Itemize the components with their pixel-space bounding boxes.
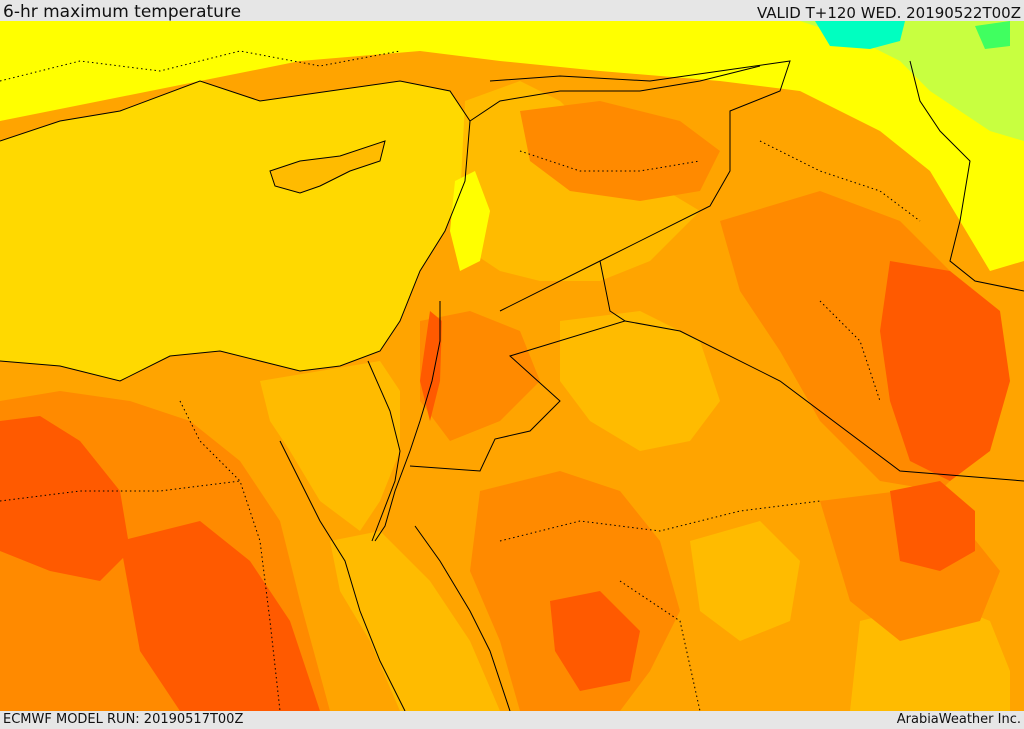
iran-iraq-border bbox=[909, 60, 1024, 292]
egypt-israel-border bbox=[367, 360, 401, 542]
internal-boundary-4 bbox=[179, 400, 281, 711]
internal-boundary-6 bbox=[499, 500, 821, 542]
syria-dark-orange bbox=[520, 101, 720, 201]
arabia-light-orange-1 bbox=[560, 311, 720, 451]
syria-iraq-border bbox=[489, 60, 791, 312]
footer-bar: ECMWF MODEL RUN: 20190517T00Z ArabiaWeat… bbox=[0, 711, 1024, 729]
north-cyan-zone bbox=[815, 21, 905, 49]
sinai-light-orange bbox=[260, 361, 400, 531]
redsea-coast-light-orange bbox=[330, 531, 500, 711]
credit-label: ArabiaWeather Inc. bbox=[896, 712, 1021, 727]
red-sea-east-coast bbox=[414, 525, 511, 711]
cyprus-island bbox=[270, 141, 385, 193]
valid-time-label: VALID T+120 WED. 20190522T00Z bbox=[756, 4, 1021, 22]
turkey-yellow-zone bbox=[0, 21, 1024, 271]
jordan-dark-orange bbox=[420, 311, 540, 441]
gulf-of-aqaba bbox=[374, 450, 411, 542]
internal-boundary-7 bbox=[619, 580, 701, 711]
internal-boundary-8 bbox=[819, 300, 881, 402]
lebanon-yellow bbox=[450, 171, 490, 271]
southeast-hot-zone bbox=[890, 481, 975, 571]
temperature-map[interactable] bbox=[0, 21, 1024, 711]
header-bar: 6-hr maximum temperature VALID T+120 WED… bbox=[0, 0, 1024, 21]
cyprus-outline bbox=[269, 140, 386, 194]
map-title: 6-hr maximum temperature bbox=[3, 2, 242, 22]
saudi-hot-spot bbox=[550, 591, 640, 691]
iraq-saudi-border bbox=[624, 320, 1024, 482]
egypt-hot-zone-west bbox=[0, 416, 130, 581]
north-green-zone bbox=[800, 21, 1024, 141]
coastline bbox=[0, 80, 471, 382]
jordan-river bbox=[409, 301, 441, 452]
internal-boundary-2 bbox=[519, 150, 701, 172]
iraq-hot-zone bbox=[880, 261, 1010, 481]
map-canvas bbox=[0, 21, 1024, 711]
jordan-saudi-border bbox=[409, 260, 627, 472]
egypt-hot-zone-south bbox=[120, 521, 320, 711]
internal-boundary-1 bbox=[0, 50, 401, 82]
arabia-light-orange-2 bbox=[690, 521, 800, 641]
turkey-syria-border bbox=[469, 65, 761, 122]
northeast-cyan-spot bbox=[975, 21, 1010, 49]
dead-sea-hot-strip bbox=[420, 311, 442, 421]
red-sea-west-coast bbox=[279, 440, 406, 711]
model-run-label: ECMWF MODEL RUN: 20190517T00Z bbox=[3, 712, 244, 727]
